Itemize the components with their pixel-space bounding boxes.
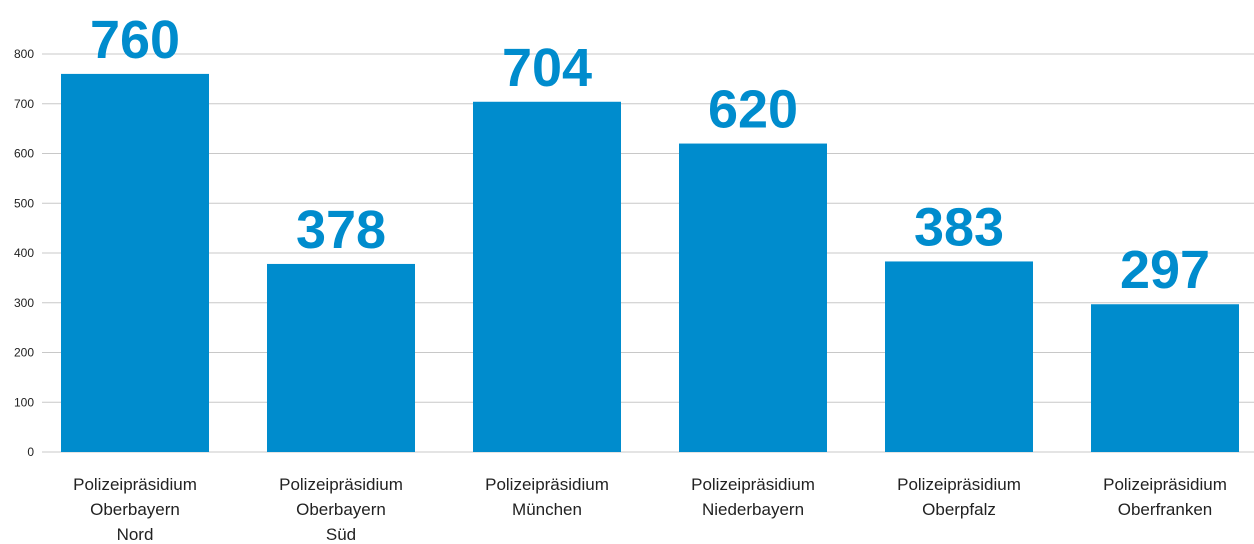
x-category-label: Polizeipräsidium (1103, 475, 1227, 494)
x-category-label: Polizeipräsidium (73, 475, 197, 494)
x-axis-category-labels: Polizeipräsidium Oberbayern Nord Polizeiprä… (73, 475, 1227, 544)
bar (679, 143, 827, 453)
bar (885, 261, 1033, 452)
y-tick-label: 700 (14, 97, 34, 111)
bars (61, 73, 1239, 453)
y-tick-label: 800 (14, 47, 34, 61)
bar (267, 263, 415, 452)
x-category-label: Süd (326, 525, 356, 544)
x-category-label: Oberfranken (1118, 500, 1213, 519)
y-tick-label: 600 (14, 147, 34, 161)
x-category-label: München (512, 500, 582, 519)
x-category-label: Oberbayern (296, 500, 386, 519)
x-category-label: Nord (117, 525, 154, 544)
data-label: 704 (502, 38, 592, 98)
x-category-label: Oberbayern (90, 500, 180, 519)
y-tick-label: 100 (14, 395, 34, 409)
data-labels: 760 378 704 620 383 297 (90, 10, 1210, 300)
data-label: 760 (90, 10, 180, 70)
data-label: 620 (708, 80, 798, 140)
y-tick-label: 0 (27, 445, 34, 459)
x-category-label: Polizeipräsidium (897, 475, 1021, 494)
bar (1091, 304, 1239, 452)
bar (473, 101, 621, 452)
data-label: 378 (296, 200, 386, 260)
x-category-label: Oberpfalz (922, 500, 996, 519)
y-tick-label: 400 (14, 246, 34, 260)
y-tick-label: 200 (14, 346, 34, 360)
gridlines (42, 53, 1254, 453)
x-category-label: Niederbayern (702, 500, 804, 519)
data-label: 383 (914, 197, 1004, 257)
bar (61, 73, 209, 453)
x-category-label: Polizeipräsidium (279, 475, 403, 494)
x-category-label: Polizeipräsidium (485, 475, 609, 494)
x-category-label: Polizeipräsidium (691, 475, 815, 494)
y-tick-label: 500 (14, 196, 34, 210)
y-axis-tick-labels: 0 100 200 300 400 500 600 700 800 (14, 47, 34, 459)
y-tick-label: 300 (14, 296, 34, 310)
data-label: 297 (1120, 240, 1210, 300)
